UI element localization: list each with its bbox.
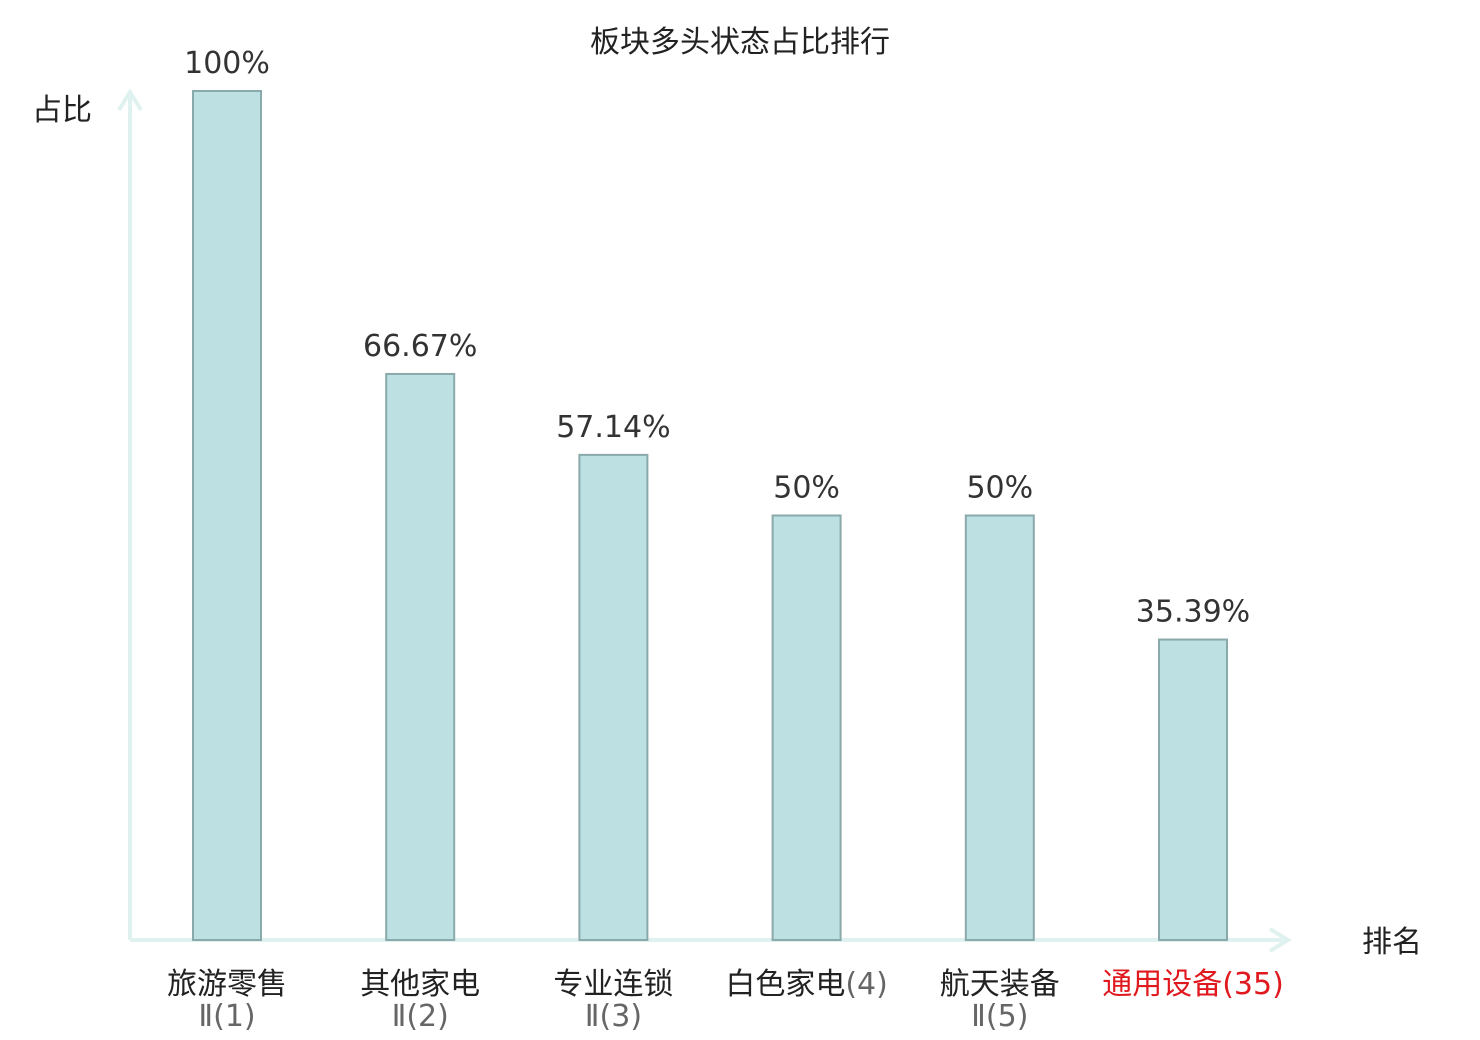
x-tick-label: 通用设备(35) xyxy=(1102,967,1284,1002)
x-tick-rank: (35) xyxy=(1222,967,1284,1002)
bar xyxy=(385,372,456,942)
x-tick-name: 其他家电 xyxy=(360,967,480,1002)
x-axis-label: 排名 xyxy=(1362,925,1422,960)
x-tick-name: 航天装备 xyxy=(940,967,1060,1002)
bar-value-label: 66.67% xyxy=(363,329,477,364)
x-tick-rank: Ⅱ(2) xyxy=(392,999,449,1034)
x-tick-name: 白色家电 xyxy=(725,967,845,1002)
chart-title: 板块多头状态占比排行 xyxy=(590,25,890,60)
x-tick-rank: Ⅱ(5) xyxy=(971,999,1028,1034)
x-tick-rank: (4) xyxy=(845,967,888,1002)
x-axis-arrow xyxy=(1268,927,1292,953)
bar xyxy=(1158,638,1228,941)
bar-value-label: 57.14% xyxy=(556,410,670,445)
y-axis-label: 占比 xyxy=(32,93,92,128)
x-tick-name: 旅游零售 xyxy=(167,967,287,1002)
x-tick-rank: Ⅱ(3) xyxy=(585,999,642,1034)
axes xyxy=(117,88,1292,953)
x-tick-rank: Ⅱ(1) xyxy=(198,999,255,1034)
bar xyxy=(964,514,1035,941)
bar xyxy=(771,514,842,941)
x-tick-name: 专业连锁 xyxy=(553,967,673,1002)
bar-value-label: 35.39% xyxy=(1136,595,1250,630)
x-tick-label: 白色家电(4) xyxy=(725,967,888,1002)
bar-value-label: 50% xyxy=(773,471,840,506)
x-tick-name: 通用设备 xyxy=(1102,967,1222,1002)
bar-value-label: 100% xyxy=(184,46,270,81)
y-axis-arrow xyxy=(117,88,143,112)
bar xyxy=(192,90,262,941)
bar-value-label: 50% xyxy=(966,471,1033,506)
bar xyxy=(578,453,649,941)
